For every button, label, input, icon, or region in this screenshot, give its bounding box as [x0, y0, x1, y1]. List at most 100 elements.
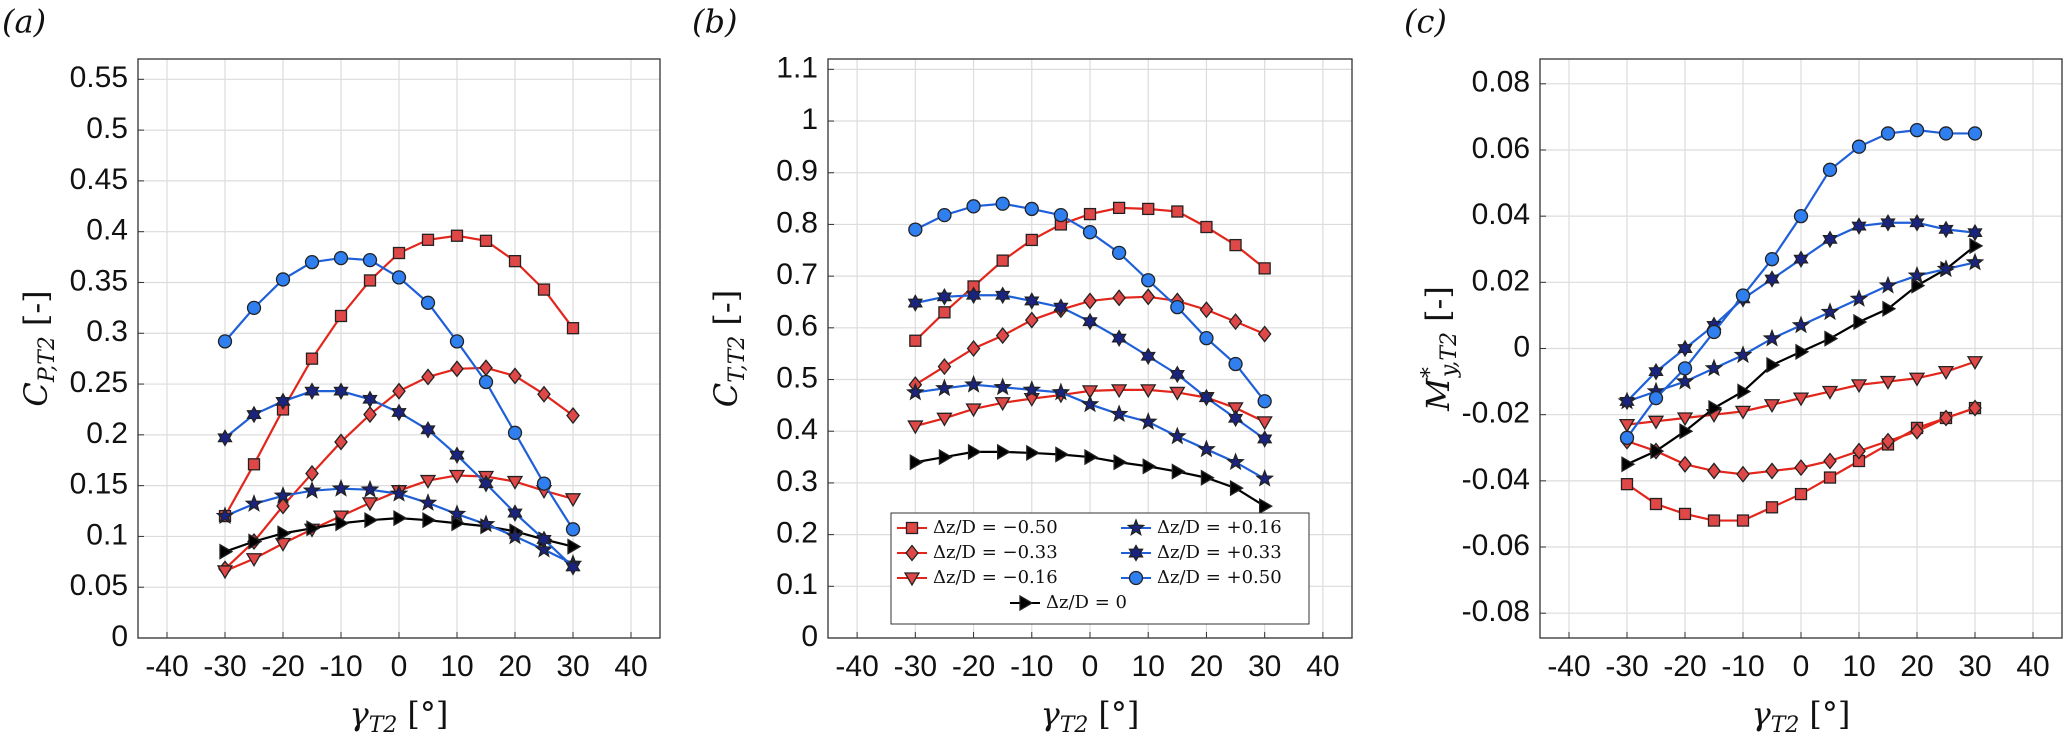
marker: [450, 229, 464, 242]
marker: [363, 405, 377, 424]
marker: [364, 512, 379, 529]
x-tick-label: 20: [498, 650, 531, 683]
panel-label: (c): [1404, 3, 1447, 41]
marker: [1938, 126, 1954, 141]
marker: [1910, 422, 1924, 440]
x-tick-label: 0: [391, 650, 408, 683]
marker: [1938, 220, 1954, 239]
y-axis-label: CT,T2 [-]: [707, 290, 751, 407]
marker: [1965, 252, 1985, 271]
marker: [1936, 259, 1956, 278]
marker: [995, 286, 1011, 305]
x-tick-label: 0: [1793, 650, 1810, 683]
marker: [1677, 339, 1693, 358]
marker: [537, 283, 551, 296]
y-tick-label: 0.15: [70, 468, 128, 501]
x-tick-label: -40: [1547, 650, 1590, 683]
marker: [392, 382, 406, 400]
marker: [1939, 409, 1953, 427]
marker: [507, 425, 523, 440]
axis-label-unit: [-]: [1419, 286, 1457, 322]
legend-label: Δz/D = +0.33: [1157, 542, 1282, 563]
marker: [362, 390, 378, 409]
marker: [1142, 202, 1155, 216]
marker: [565, 558, 581, 576]
x-tick-label: -30: [1605, 650, 1648, 683]
x-tick-label: 30: [1248, 650, 1281, 683]
axis-label-sub: T2: [1060, 713, 1089, 738]
marker: [1647, 415, 1665, 430]
marker: [1736, 465, 1750, 483]
marker: [505, 526, 525, 545]
marker: [1200, 469, 1215, 486]
y-tick-label: -0.04: [1462, 463, 1530, 496]
marker: [1882, 300, 1897, 317]
x-tick-label: -10: [1721, 650, 1764, 683]
marker: [1734, 405, 1752, 420]
marker: [966, 199, 981, 214]
y-axis-label: CP,T2 [-]: [17, 290, 61, 406]
marker: [450, 360, 464, 378]
marker: [392, 246, 406, 260]
axes-box: [1539, 58, 2063, 639]
marker: [936, 287, 953, 306]
marker: [1937, 366, 1955, 380]
axis-label-sub: P,T2: [35, 336, 60, 383]
x-tick-label: 30: [1958, 650, 1991, 683]
axis-label-main: γ: [1041, 695, 1061, 733]
legend-box: [890, 512, 1310, 625]
marker: [1051, 382, 1071, 401]
x-tick-label: -30: [203, 650, 246, 683]
legend-label: Δz/D = 0: [1046, 592, 1127, 613]
marker: [1025, 233, 1038, 247]
x-tick-label: -30: [894, 650, 937, 683]
marker: [1967, 223, 1983, 242]
y-tick-label: 0.1: [86, 518, 128, 551]
marker: [965, 286, 982, 305]
y-tick-label: 0: [1513, 330, 1530, 363]
marker: [1169, 365, 1185, 384]
y-tick-label: 0.3: [86, 315, 128, 348]
marker: [536, 476, 552, 491]
marker: [909, 454, 924, 471]
marker: [938, 306, 951, 319]
marker: [1823, 471, 1837, 484]
marker: [905, 382, 925, 401]
marker: [362, 252, 378, 268]
marker: [1259, 498, 1273, 515]
marker: [1198, 388, 1215, 407]
legend-marker: [905, 521, 919, 535]
marker: [421, 368, 435, 386]
marker: [1969, 237, 1984, 255]
y-tick-label: 0.35: [70, 264, 128, 297]
x-tick-label: -40: [835, 650, 878, 683]
marker: [536, 530, 552, 549]
marker: [1794, 487, 1808, 501]
marker: [1081, 385, 1099, 400]
marker: [333, 250, 349, 266]
marker: [1822, 230, 1838, 249]
y-tick-label: -0.02: [1462, 397, 1530, 430]
marker: [1621, 456, 1636, 473]
marker: [1737, 383, 1752, 400]
marker: [1171, 463, 1186, 480]
marker: [304, 382, 320, 401]
marker: [1764, 270, 1780, 288]
marker: [909, 334, 922, 347]
y-tick-label: 0: [801, 620, 818, 653]
y-tick-label: -0.08: [1462, 595, 1530, 628]
y-tick-label: 0.8: [776, 206, 818, 239]
marker: [1733, 345, 1753, 364]
marker: [1082, 312, 1098, 331]
y-axis-label: M*y,T2 [-]: [1418, 286, 1462, 412]
legend-label: Δz/D = +0.50: [1157, 567, 1282, 588]
axis-label-unit: [-]: [17, 290, 55, 326]
axis-label-unit: [-]: [707, 290, 745, 326]
marker: [997, 443, 1011, 461]
y-tick-label: 0.05: [70, 569, 128, 602]
marker: [479, 234, 493, 247]
marker: [1197, 439, 1216, 458]
y-tick-label: 0.08: [1472, 66, 1530, 99]
y-tick-label: 0.4: [776, 413, 818, 446]
marker: [244, 494, 264, 512]
